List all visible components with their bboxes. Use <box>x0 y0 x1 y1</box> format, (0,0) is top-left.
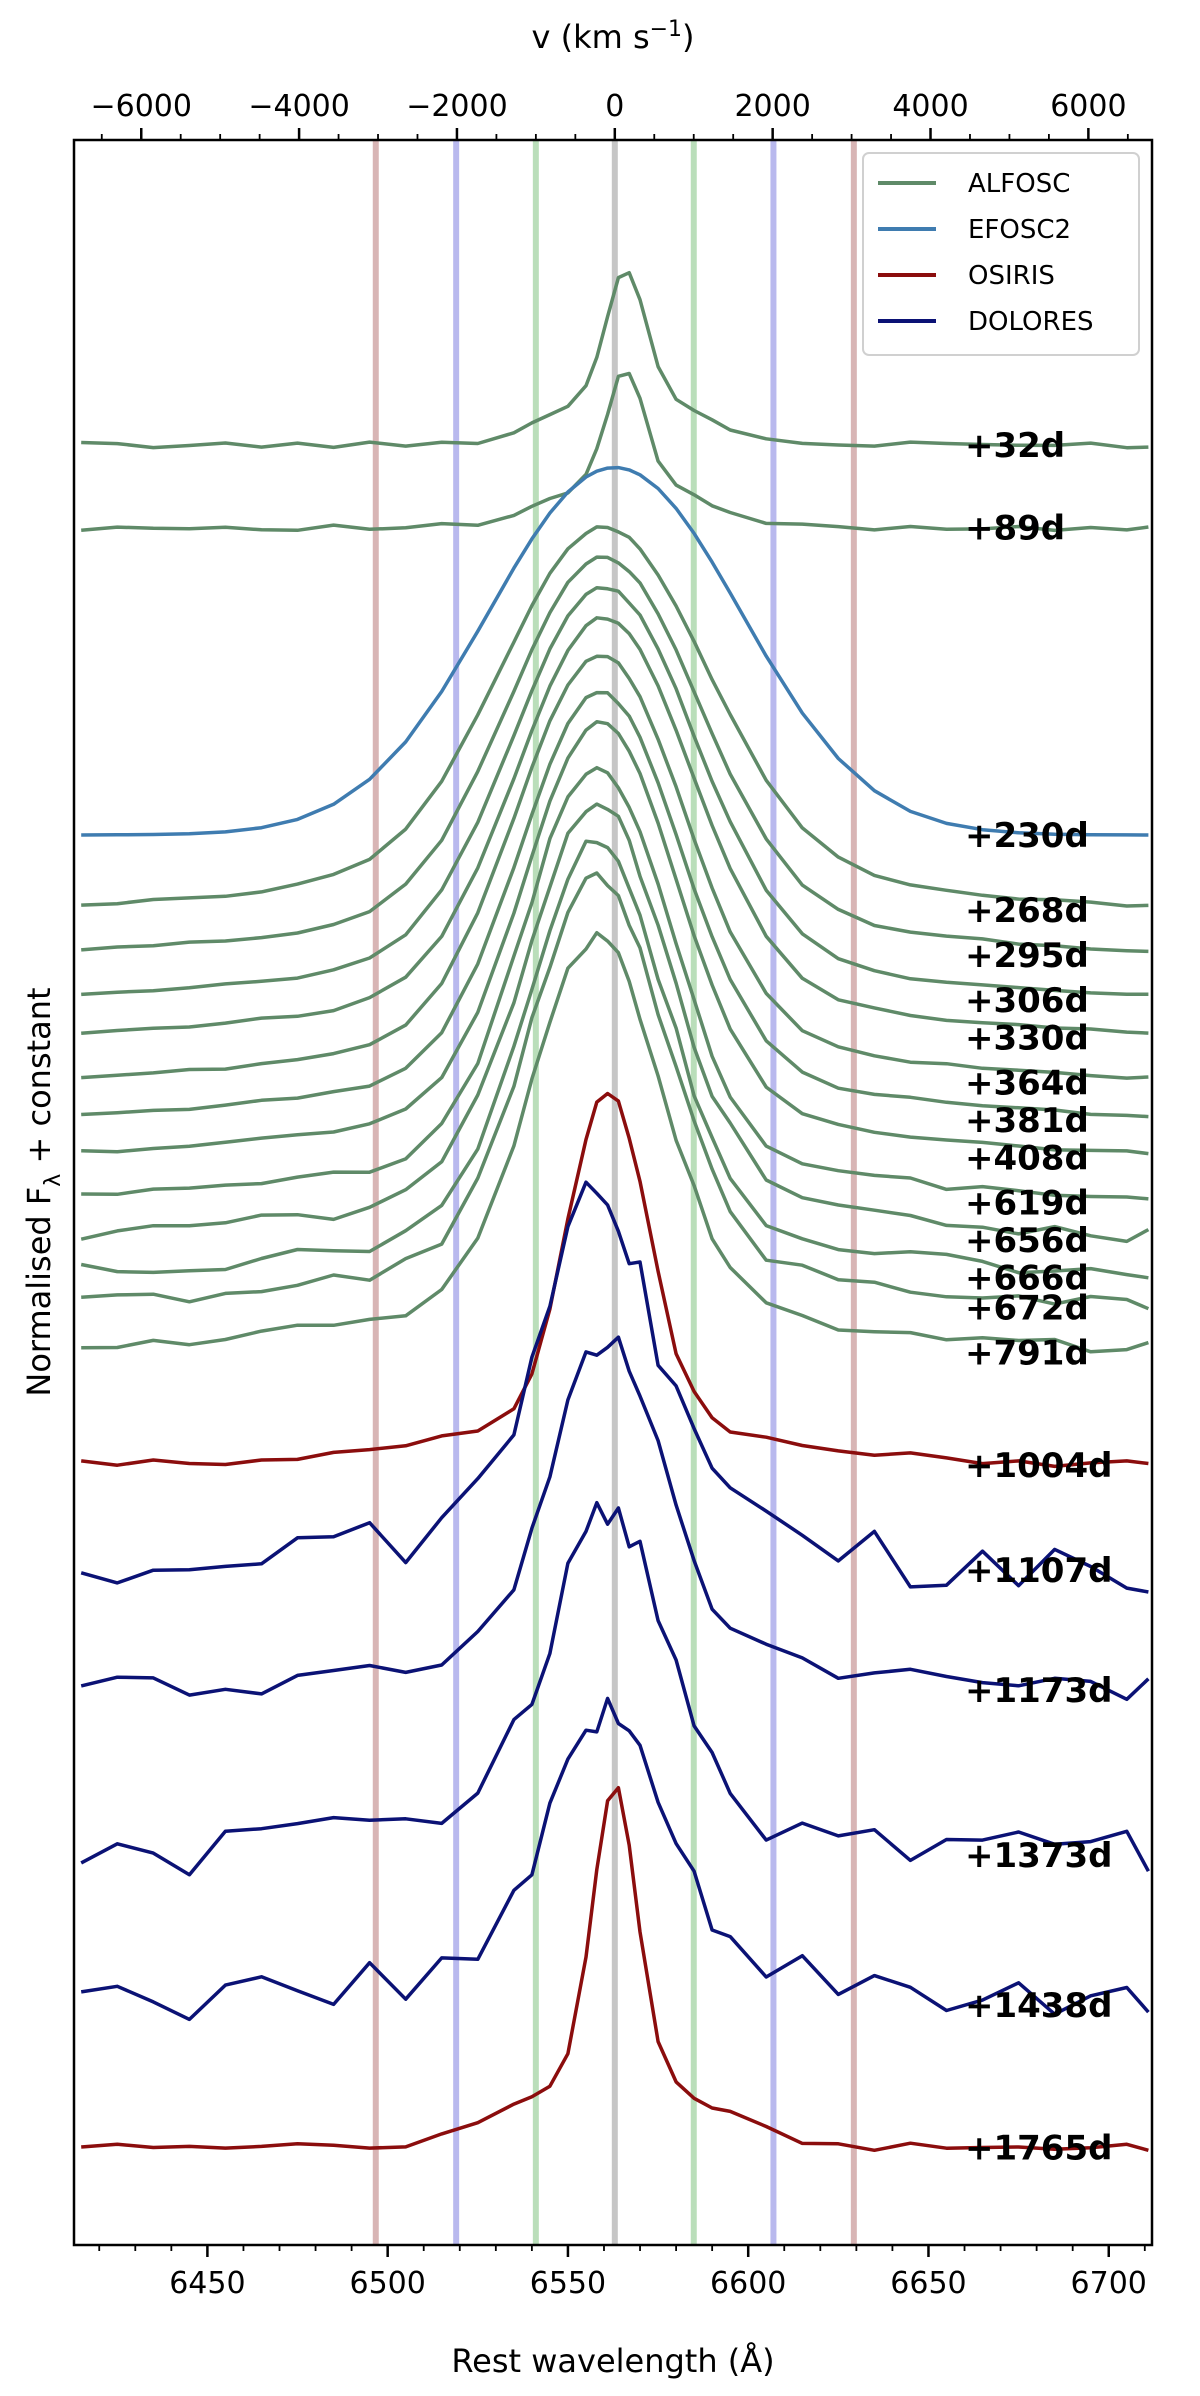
spectrum-line <box>80 802 1150 1244</box>
epoch-label: +656d <box>965 1221 1089 1261</box>
epoch-label: +791d <box>965 1334 1089 1374</box>
spectrum-line <box>81 765 1149 1201</box>
epoch-label: +89d <box>965 509 1065 549</box>
spectrum-line <box>81 930 1149 1354</box>
legend-label: OSIRIS <box>968 261 1055 291</box>
x-tick-label: 6700 <box>1071 2266 1147 2301</box>
spectrum-line <box>81 871 1150 1311</box>
spectrum-line <box>81 555 1149 954</box>
top-axis-label: v (km s−1) <box>531 17 694 56</box>
epoch-labels: +32d +89d +230d +268d +295d +306d+330d +364d+3… <box>965 426 1112 2169</box>
spectrum-line <box>80 1335 1150 1702</box>
top-axis: −6000 −4000 −2000 0 2000 4000 6000 <box>90 89 1129 140</box>
top-tick-label: 0 <box>605 89 624 124</box>
spectrum-line <box>80 839 1149 1280</box>
spectra-series <box>80 270 1150 2153</box>
epoch-label: +306d <box>965 981 1089 1021</box>
spectrum-line <box>80 1500 1150 1877</box>
spectrum-line <box>81 654 1149 1080</box>
top-tick-label: 2000 <box>734 89 810 124</box>
x-tick-label: 6600 <box>710 2266 786 2301</box>
legend: ALFOSC EFOSC2 OSIRIS DOLORES <box>862 152 1140 356</box>
epoch-label: +1107d <box>965 1551 1112 1591</box>
spectrum-line <box>81 719 1149 1156</box>
spectrum-line <box>80 1180 1149 1594</box>
epoch-label: +1173d <box>965 1671 1112 1711</box>
legend-label: EFOSC2 <box>968 215 1071 245</box>
epoch-label: +268d <box>965 891 1089 931</box>
top-tick-label: 6000 <box>1050 89 1126 124</box>
epoch-label: +666d <box>965 1259 1089 1299</box>
spectrum-line <box>81 585 1149 997</box>
plot-frame <box>72 138 1154 2247</box>
spectrum-line <box>81 270 1149 450</box>
spectrum-line <box>80 1091 1149 1469</box>
x-tick-label: 6650 <box>890 2266 966 2301</box>
epoch-label: +330d <box>965 1019 1089 1059</box>
legend-label: ALFOSC <box>968 169 1070 199</box>
epoch-label: +408d <box>965 1139 1089 1179</box>
x-tick-label: 6550 <box>530 2266 606 2301</box>
spectrum-line <box>81 525 1149 908</box>
bottom-axis: 6450 6500 6550 6600 6650 6700 <box>98 2245 1147 2301</box>
spectrum-line <box>81 1785 1149 2153</box>
legend-box <box>862 152 1140 356</box>
spectrum-line <box>81 465 1149 837</box>
epoch-label: +1004d <box>965 1446 1112 1486</box>
x-axis-label: Rest wavelength (Å) <box>451 2342 774 2380</box>
epoch-label: +295d <box>965 936 1089 976</box>
epoch-label: +364d <box>965 1064 1089 1104</box>
top-tick-label: −6000 <box>90 89 191 124</box>
epoch-label: +1765d <box>965 2129 1112 2169</box>
top-tick-label: −2000 <box>406 89 507 124</box>
legend-label: DOLORES <box>968 307 1094 337</box>
epoch-label: +1373d <box>965 1836 1112 1876</box>
top-tick-label: −4000 <box>248 89 349 124</box>
epoch-label: +672d <box>965 1289 1089 1329</box>
epoch-label: +230d <box>965 816 1089 856</box>
spectrum-line <box>80 1696 1150 2022</box>
x-tick-label: 6450 <box>169 2266 245 2301</box>
epoch-label: +619d <box>965 1184 1089 1224</box>
epoch-label: +381d <box>965 1101 1089 1141</box>
top-tick-label: 4000 <box>892 89 968 124</box>
x-tick-label: 6500 <box>349 2266 425 2301</box>
reference-lines <box>372 140 857 2245</box>
epoch-label: +32d <box>965 426 1065 466</box>
y-axis-label: Normalised Fλ + constant <box>20 987 66 1396</box>
spectrum-line <box>81 616 1149 1035</box>
epoch-label: +1438d <box>965 1986 1112 2026</box>
spectrum-line <box>81 371 1149 533</box>
spectrum-line <box>81 690 1149 1119</box>
